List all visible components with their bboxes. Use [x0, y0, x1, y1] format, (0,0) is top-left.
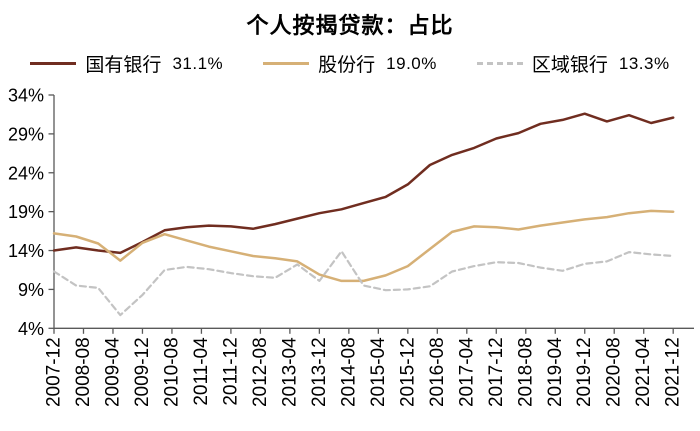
- line-state-owned-banks: [52, 112, 675, 255]
- x-tick-label: 2019-04: [545, 337, 566, 407]
- x-tick-label: 2017-04: [456, 337, 477, 407]
- legend-series-name: 区域银行: [531, 55, 608, 76]
- legend-series-value: 13.3%: [618, 53, 670, 73]
- x-tick-label: 2011-12: [220, 337, 241, 405]
- legend-series-name: 国有银行: [85, 55, 162, 76]
- legend-item: 股份行 19.0%: [263, 50, 437, 77]
- legend-series-value: 31.1%: [172, 53, 224, 73]
- legend-series-value: 19.0%: [386, 53, 437, 73]
- x-tick-label: 2015-04: [368, 337, 389, 407]
- y-tick-label: 24%: [8, 163, 44, 183]
- x-tick-label: 2014-08: [338, 337, 359, 407]
- y-tick-label: 19%: [8, 202, 44, 222]
- axis-lines: [53, 95, 694, 329]
- x-tick-label: 2013-12: [309, 337, 330, 407]
- legend-line-swatch: [476, 62, 523, 65]
- x-tick-label: 2012-08: [250, 337, 271, 407]
- x-tick-label: 2021-04: [633, 337, 654, 407]
- chart-legend: 国有银行 31.1% 股份行 19.0% 区域银行 13.3%: [0, 50, 700, 77]
- x-tick-label: 2015-12: [397, 337, 418, 407]
- y-tick-label: 9%: [18, 280, 44, 300]
- y-tick-label: 14%: [8, 241, 44, 261]
- y-tick-label: 4%: [18, 319, 44, 339]
- y-tick-label: 34%: [8, 86, 44, 106]
- x-tick-label: 2013-04: [279, 337, 300, 407]
- x-tick-label: 2019-12: [574, 337, 595, 407]
- legend-series-name: 股份行: [318, 55, 376, 76]
- chart-title: 个人按揭贷款：占比: [246, 13, 454, 38]
- legend-item: 国有银行 31.1%: [30, 50, 223, 77]
- x-tick-label: 2020-08: [604, 337, 625, 407]
- x-tick-label: 2010-08: [161, 337, 182, 407]
- x-tick-label: 2007-12: [44, 337, 65, 407]
- legend-line-swatch: [30, 62, 77, 65]
- legend-item: 区域银行 13.3%: [476, 50, 670, 77]
- x-tick-label: 2017-12: [486, 337, 507, 407]
- x-tick-label: 2009-12: [132, 337, 153, 407]
- legend-line-swatch: [263, 62, 310, 65]
- x-tick-label: 2011-04: [191, 337, 212, 406]
- line-joint-stock-banks: [52, 209, 675, 283]
- x-tick-label: 2009-04: [102, 337, 123, 407]
- x-tick-label: 2021-12: [663, 337, 684, 407]
- x-tick-label: 2008-08: [73, 337, 94, 407]
- x-tick-label: 2018-08: [515, 337, 536, 407]
- y-tick-label: 29%: [8, 124, 44, 144]
- line-regional-banks: [52, 250, 675, 317]
- x-tick-label: 2016-08: [427, 337, 448, 407]
